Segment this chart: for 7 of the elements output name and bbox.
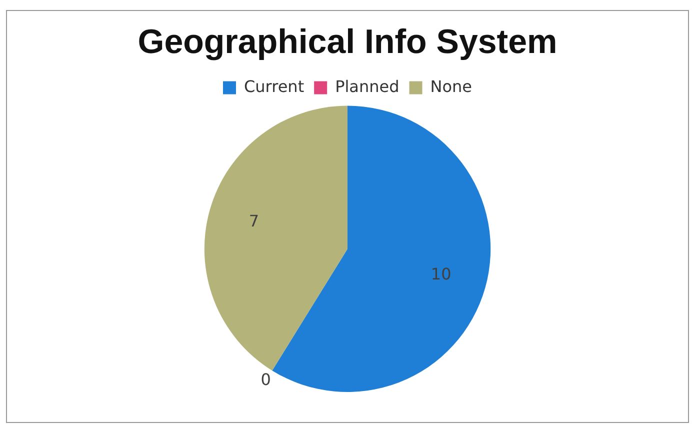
- legend-label: Current: [244, 76, 304, 96]
- legend-label: Planned: [335, 76, 400, 96]
- data-label: 7: [248, 211, 259, 230]
- text: 0: [260, 370, 271, 389]
- data-label: 10: [430, 264, 452, 284]
- chart-title: Geographical Info System: [138, 22, 558, 61]
- legend-label: None: [430, 76, 472, 96]
